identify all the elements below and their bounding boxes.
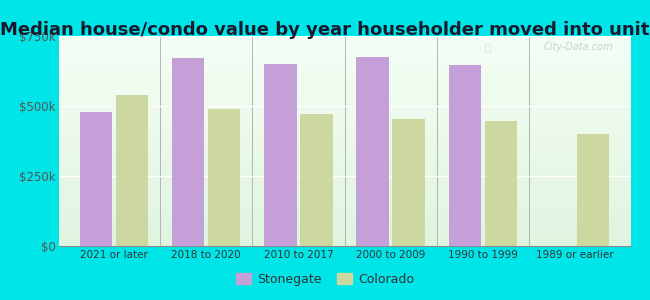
Bar [393, 118, 424, 246]
Bar [80, 112, 112, 246]
Bar [577, 134, 609, 246]
Bar [485, 122, 517, 246]
Text: ⓘ: ⓘ [484, 42, 490, 52]
Bar [265, 64, 296, 246]
Bar [356, 57, 389, 246]
Text: City-Data.com: City-Data.com [543, 42, 614, 52]
Bar [208, 109, 240, 246]
Legend: Stonegate, Colorado: Stonegate, Colorado [231, 268, 419, 291]
Bar [172, 58, 204, 246]
Text: Median house/condo value by year householder moved into unit: Median house/condo value by year househo… [0, 21, 650, 39]
Bar [448, 65, 481, 246]
Bar [116, 95, 148, 246]
Bar [300, 114, 333, 246]
